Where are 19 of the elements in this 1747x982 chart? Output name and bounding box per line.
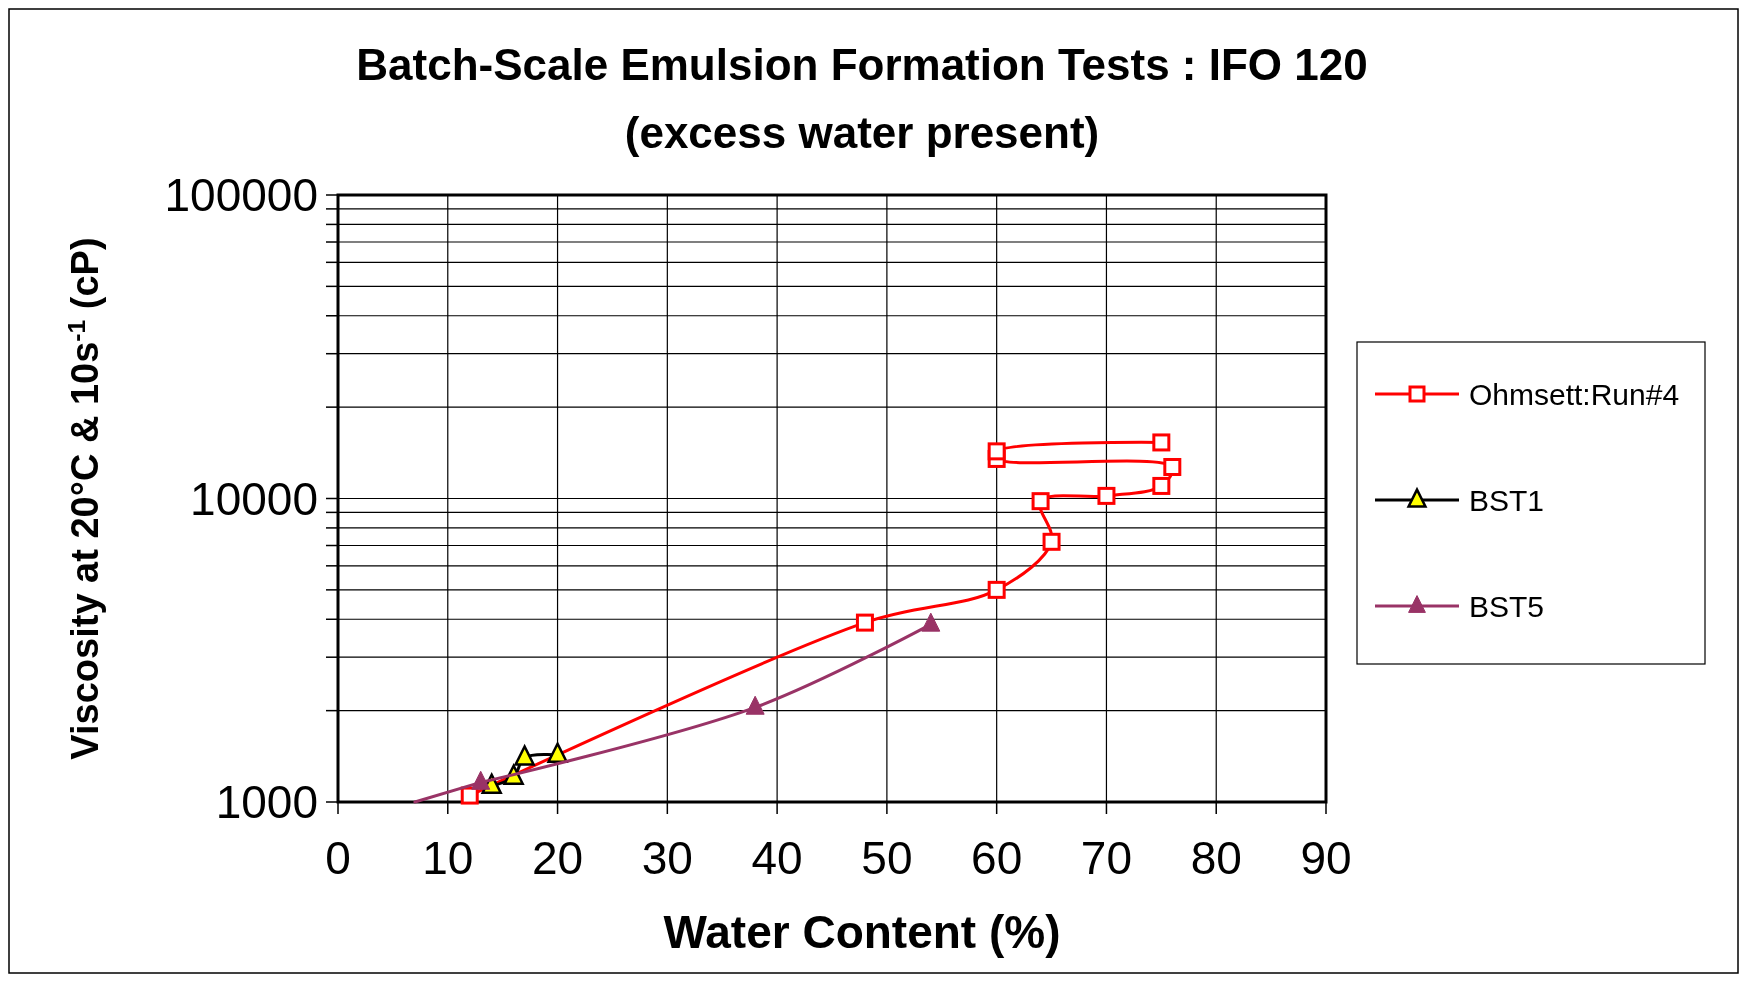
y-tick-label: 1000 [215,776,318,828]
x-tick-label: 30 [641,832,693,884]
x-tick-label: 20 [531,832,584,884]
y-tick-label: 10000 [190,472,318,525]
y-tick-label: 100000 [164,169,318,221]
x-tick-label: 70 [1080,832,1133,884]
legend-label: Ohmsett:Run#4 [1469,378,1680,411]
legend-label: BST1 [1469,484,1545,517]
x-axis-title: Water Content (%) [663,906,1061,958]
x-tick-label: 90 [1300,832,1352,884]
x-tick-label: 80 [1190,832,1242,884]
x-tick-label: 10 [422,832,474,884]
chart-subtitle: (excess water present) [624,108,1100,157]
legend-label: BST5 [1469,590,1545,623]
x-tick-label: 40 [751,832,803,884]
x-tick-label: 0 [325,832,351,884]
x-tick-label: 60 [971,832,1023,884]
x-tick-label: 50 [861,832,913,884]
chart-title: Batch-Scale Emulsion Formation Tests : IFO 120 [356,40,1368,89]
